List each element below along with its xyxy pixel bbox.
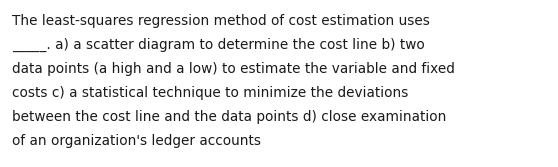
- Text: data points (a high and a low) to estimate the variable and fixed: data points (a high and a low) to estima…: [12, 62, 455, 76]
- Text: costs c) a statistical technique to minimize the deviations: costs c) a statistical technique to mini…: [12, 86, 408, 100]
- Text: between the cost line and the data points d) close examination: between the cost line and the data point…: [12, 110, 446, 124]
- Text: of an organization's ledger accounts: of an organization's ledger accounts: [12, 134, 261, 148]
- Text: The least-squares regression method of cost estimation uses: The least-squares regression method of c…: [12, 14, 430, 28]
- Text: _____. a) a scatter diagram to determine the cost line b) two: _____. a) a scatter diagram to determine…: [12, 38, 425, 52]
